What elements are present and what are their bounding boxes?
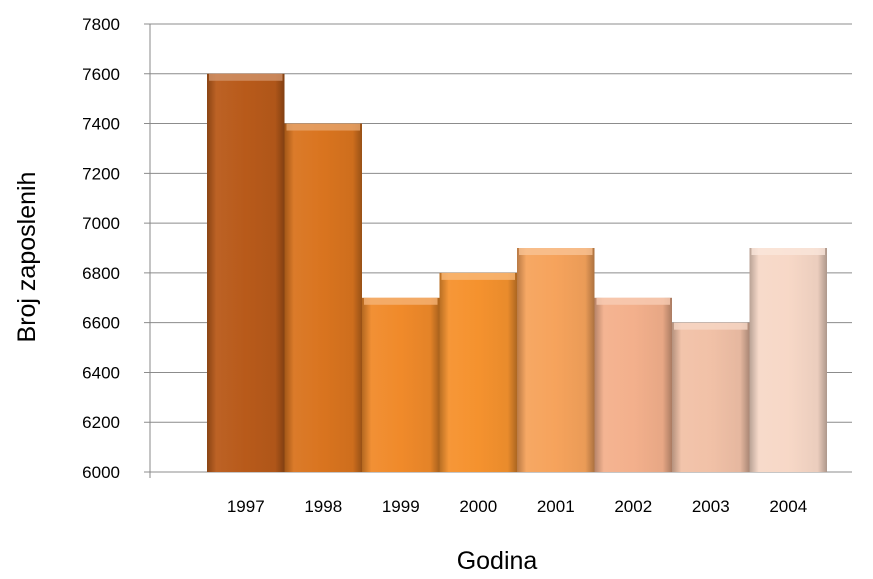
bar-top-highlight: [751, 248, 825, 255]
y-tick-label: 7400: [82, 115, 120, 134]
bar-2004: [749, 248, 827, 472]
bar-top-highlight: [596, 297, 670, 305]
bar-top-highlight: [286, 123, 360, 131]
bar-top-highlight: [209, 73, 283, 81]
x-tick-label: 1998: [304, 497, 342, 516]
y-tick-label: 7800: [82, 15, 120, 34]
bar-top-highlight: [364, 297, 438, 305]
y-tick-label: 6600: [82, 314, 120, 333]
bar-1999: [362, 297, 440, 472]
bar-2003: [672, 322, 750, 472]
bar-1997: [207, 73, 285, 473]
x-tick-label: 1997: [227, 497, 265, 516]
y-axis-title: Broj zaposlenih: [13, 172, 41, 343]
bar-top-highlight: [441, 272, 515, 280]
x-tick-label: 2001: [537, 497, 575, 516]
bar-2001: [517, 248, 595, 472]
bar-2000: [439, 272, 517, 472]
y-tick-label: 6800: [82, 264, 120, 283]
x-tick-label: 2000: [459, 497, 497, 516]
y-tick-labels: 6000 6200 6400 6600 6800 7000 7200 7400 7600 7800: [82, 15, 120, 482]
y-tick-label: 7600: [82, 65, 120, 84]
x-tick-label: 2004: [769, 497, 807, 516]
bar-1998: [284, 123, 362, 473]
y-tick-label: 6400: [82, 363, 120, 382]
x-tick-label: 1999: [382, 497, 420, 516]
y-tick-label: 7000: [82, 214, 120, 233]
bars: [207, 73, 827, 473]
x-axis-title: Godina: [457, 547, 538, 575]
bar-top-highlight: [519, 248, 593, 255]
x-tick-label: 2003: [692, 497, 730, 516]
bar-2002: [594, 297, 672, 472]
bar-top-highlight: [674, 322, 748, 330]
y-tick-label: 6000: [82, 463, 120, 482]
x-tick-label: 2002: [614, 497, 652, 516]
x-tick-labels: 1997 1998 1999 2000 2001 2002 2003 2004: [227, 497, 807, 516]
y-tick-label: 6200: [82, 413, 120, 432]
y-tick-label: 7200: [82, 164, 120, 183]
